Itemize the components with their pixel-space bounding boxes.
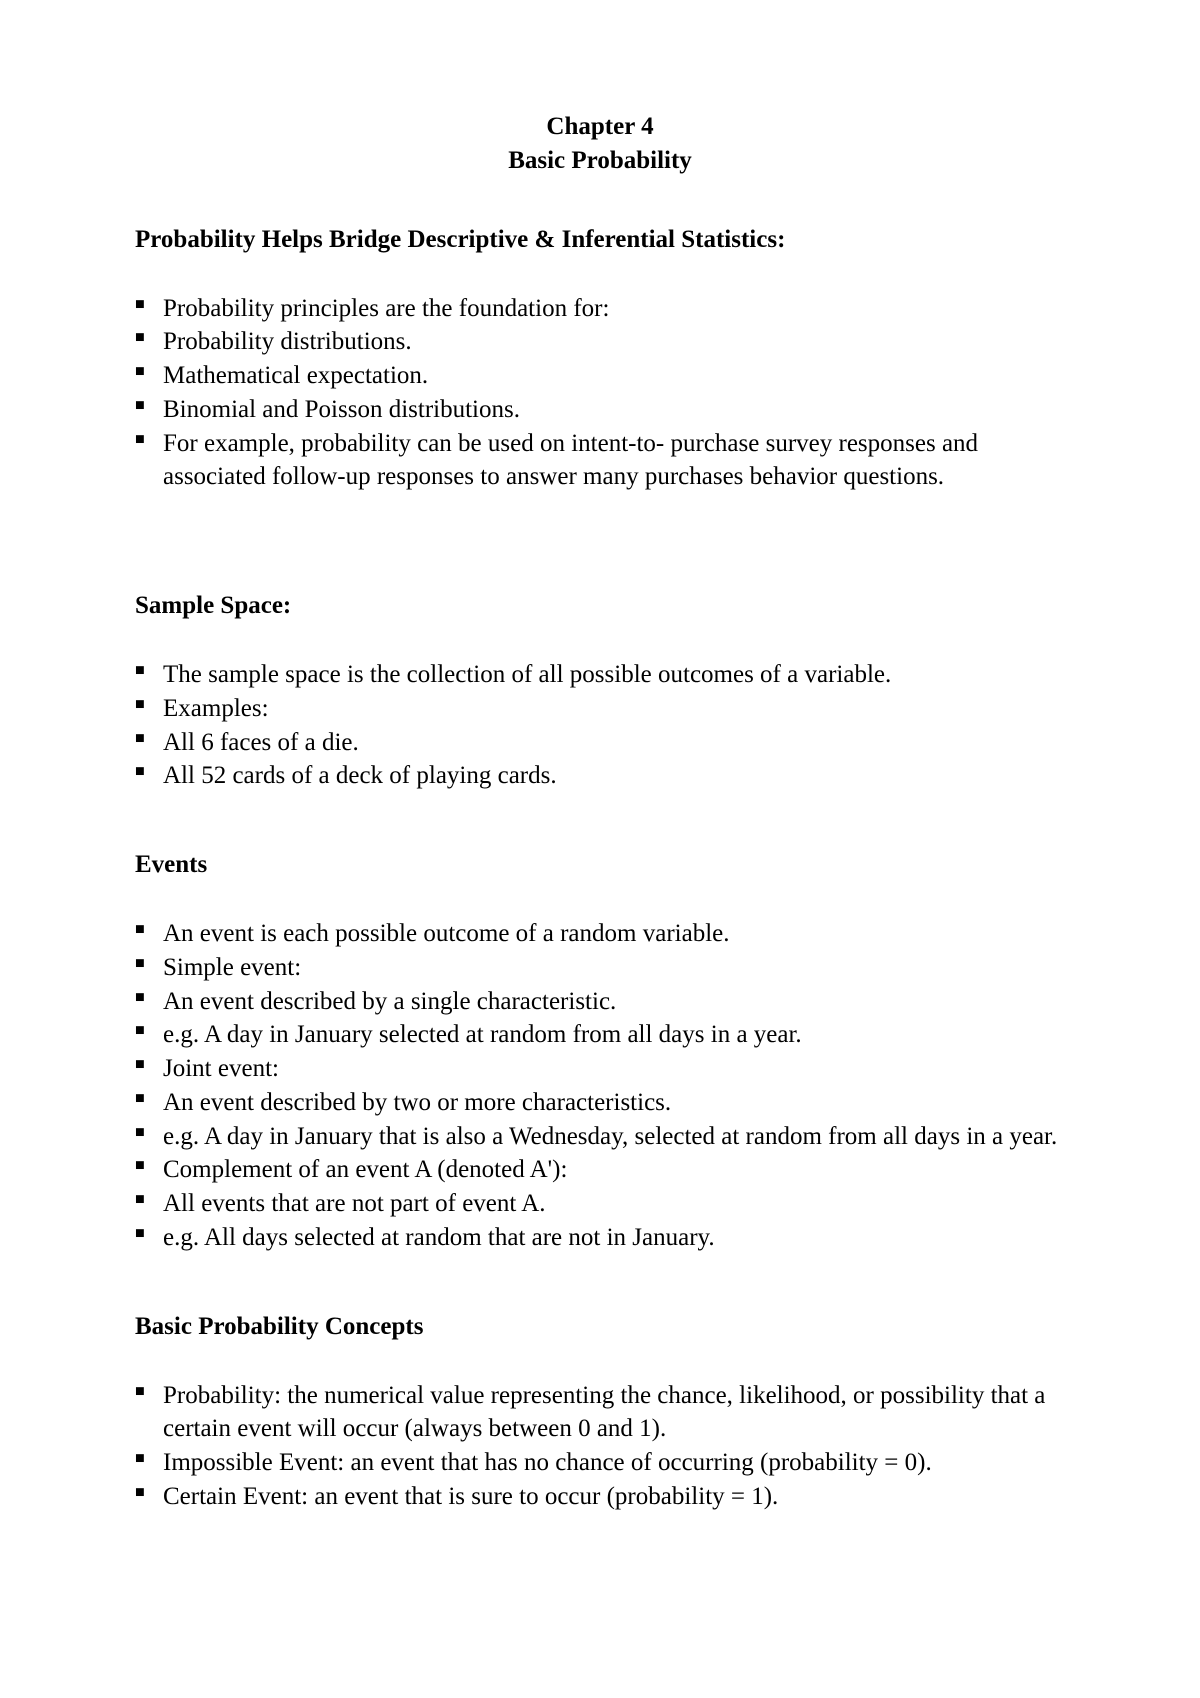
bullet-item: Certain Event: an event that is sure to …	[135, 1480, 1065, 1514]
chapter-number: Chapter 4	[135, 110, 1065, 144]
bullet-list: Probability principles are the foundatio…	[135, 292, 1065, 495]
bullet-list: The sample space is the collection of al…	[135, 658, 1065, 793]
bullet-item: For example, probability can be used on …	[135, 427, 1065, 495]
bullet-item: An event described by a single character…	[135, 985, 1065, 1019]
bullet-item: Probability: the numerical value represe…	[135, 1379, 1065, 1447]
bullet-item: An event described by two or more charac…	[135, 1086, 1065, 1120]
bullet-item: e.g. All days selected at random that ar…	[135, 1221, 1065, 1255]
bullet-list: Probability: the numerical value represe…	[135, 1379, 1065, 1514]
section-block: Sample Space: The sample space is the col…	[135, 592, 1065, 793]
section-block: Probability Helps Bridge Descriptive & I…	[135, 226, 1065, 495]
bullet-item: The sample space is the collection of al…	[135, 658, 1065, 692]
bullet-item: All 6 faces of a die.	[135, 726, 1065, 760]
chapter-header: Chapter 4 Basic Probability	[135, 110, 1065, 178]
document-body: Probability Helps Bridge Descriptive & I…	[135, 226, 1065, 1514]
bullet-list: An event is each possible outcome of a r…	[135, 917, 1065, 1255]
bullet-item: An event is each possible outcome of a r…	[135, 917, 1065, 951]
section-title: Events	[135, 851, 1065, 879]
section-title: Sample Space:	[135, 592, 1065, 620]
bullet-item: All 52 cards of a deck of playing cards.	[135, 759, 1065, 793]
bullet-item: Probability principles are the foundatio…	[135, 292, 1065, 326]
bullet-item: Probability distributions.	[135, 325, 1065, 359]
bullet-item: Impossible Event: an event that has no c…	[135, 1446, 1065, 1480]
section-title: Probability Helps Bridge Descriptive & I…	[135, 226, 1065, 254]
bullet-item: All events that are not part of event A.	[135, 1187, 1065, 1221]
section-title: Basic Probability Concepts	[135, 1313, 1065, 1341]
section-block: Events An event is each possible outcome …	[135, 851, 1065, 1255]
bullet-item: e.g. A day in January selected at random…	[135, 1018, 1065, 1052]
bullet-item: e.g. A day in January that is also a Wed…	[135, 1120, 1065, 1154]
bullet-item: Mathematical expectation.	[135, 359, 1065, 393]
bullet-item: Complement of an event A (denoted A'):	[135, 1153, 1065, 1187]
bullet-item: Simple event:	[135, 951, 1065, 985]
section-block: Basic Probability Concepts Probability: t…	[135, 1313, 1065, 1514]
bullet-item: Binomial and Poisson distributions.	[135, 393, 1065, 427]
bullet-item: Joint event:	[135, 1052, 1065, 1086]
bullet-item: Examples:	[135, 692, 1065, 726]
chapter-title: Basic Probability	[135, 144, 1065, 178]
